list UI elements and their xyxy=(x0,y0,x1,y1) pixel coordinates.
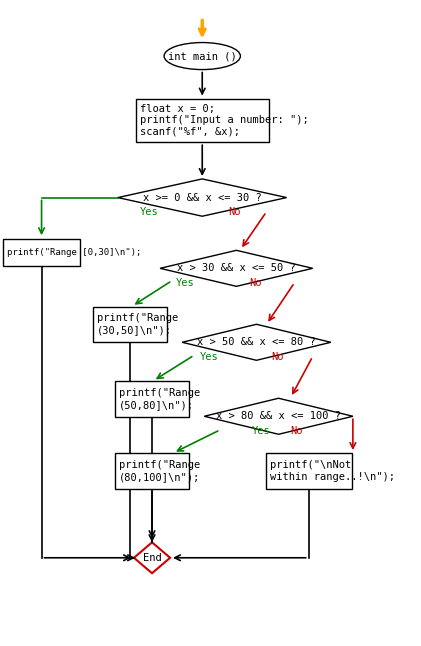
Text: No: No xyxy=(272,351,284,362)
Text: printf("Range
(80,100]\n");: printf("Range (80,100]\n"); xyxy=(119,460,200,482)
Text: int main (): int main () xyxy=(168,51,237,61)
FancyBboxPatch shape xyxy=(115,381,189,417)
Text: printf("Range [0,30]\n");: printf("Range [0,30]\n"); xyxy=(8,248,142,256)
FancyBboxPatch shape xyxy=(266,453,352,488)
Text: End: End xyxy=(143,553,161,563)
Text: printf("Range
(50,80]\n");: printf("Range (50,80]\n"); xyxy=(119,388,200,410)
Text: x > 80 && x <= 100 ?: x > 80 && x <= 100 ? xyxy=(216,412,341,421)
FancyBboxPatch shape xyxy=(136,99,269,142)
Polygon shape xyxy=(118,179,287,216)
Text: x > 50 && x <= 80 ?: x > 50 && x <= 80 ? xyxy=(197,337,316,348)
Text: No: No xyxy=(250,278,262,287)
Text: Yes: Yes xyxy=(176,278,195,287)
Polygon shape xyxy=(204,398,353,434)
Text: x >= 0 && x <= 30 ?: x >= 0 && x <= 30 ? xyxy=(143,193,261,203)
Text: printf("Range
(30,50]\n");: printf("Range (30,50]\n"); xyxy=(97,313,178,335)
Ellipse shape xyxy=(164,43,240,70)
Text: Yes: Yes xyxy=(200,351,219,362)
Polygon shape xyxy=(160,250,313,286)
Polygon shape xyxy=(182,324,331,360)
Text: Yes: Yes xyxy=(252,426,270,435)
Text: No: No xyxy=(228,207,241,217)
FancyBboxPatch shape xyxy=(93,307,167,342)
Text: No: No xyxy=(290,426,302,435)
Polygon shape xyxy=(134,543,170,573)
FancyBboxPatch shape xyxy=(115,453,189,488)
Text: x > 30 && x <= 50 ?: x > 30 && x <= 50 ? xyxy=(177,264,296,273)
Text: printf("\nNot
within range..!\n");: printf("\nNot within range..!\n"); xyxy=(269,460,394,482)
Text: float x = 0;
printf("Input a number: ");
scanf("%f", &x);: float x = 0; printf("Input a number: ");… xyxy=(140,104,309,137)
Text: Yes: Yes xyxy=(140,207,159,217)
FancyBboxPatch shape xyxy=(3,239,80,266)
